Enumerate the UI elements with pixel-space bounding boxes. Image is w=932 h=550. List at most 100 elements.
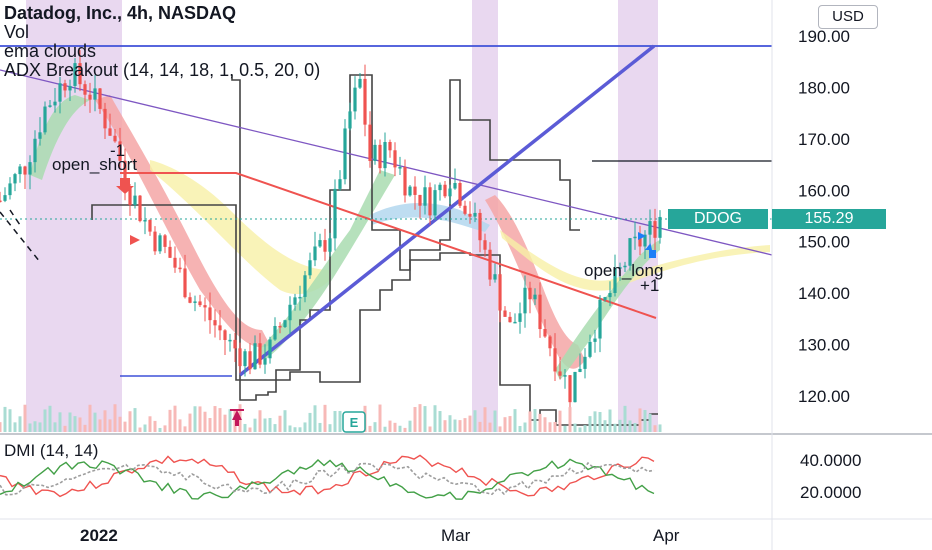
volume-bar	[138, 427, 142, 432]
candle-body	[173, 257, 177, 268]
candle-body	[48, 105, 52, 107]
volume-bar	[183, 426, 187, 432]
volume-bar	[68, 412, 72, 432]
candle-body	[328, 238, 332, 252]
long-signal-label: open_long	[584, 261, 664, 280]
volume-bar	[643, 409, 647, 432]
candle-body	[373, 144, 377, 161]
long-count-label: +1	[640, 276, 660, 295]
volume-bar	[528, 411, 532, 432]
earnings-badge[interactable]	[342, 411, 366, 433]
dmi-line	[0, 454, 655, 498]
indicator-vol[interactable]: Vol	[4, 22, 30, 42]
volume-bar	[218, 408, 222, 432]
candle-body	[113, 135, 117, 142]
adx-upper-band	[231, 74, 580, 401]
candle-body	[278, 325, 282, 328]
candle-body	[448, 188, 452, 197]
candle-body	[143, 219, 147, 222]
candle-body	[528, 287, 532, 300]
candle-body	[28, 162, 32, 175]
long-arrow-icon	[645, 243, 656, 258]
dashed-channel	[9, 209, 23, 229]
short-signal-label: open_short	[52, 155, 138, 174]
currency-button[interactable]: USD	[818, 5, 878, 29]
volume-bar	[213, 406, 217, 432]
volume-bar	[283, 410, 287, 432]
candle-body	[163, 235, 167, 247]
candle-body	[463, 205, 467, 214]
candle-body	[308, 260, 312, 276]
volume-bar	[278, 415, 282, 432]
volume-series	[0, 404, 662, 432]
volume-bar	[198, 406, 202, 432]
volume-bar	[323, 404, 327, 432]
candle-body	[58, 83, 62, 102]
volume-bar	[338, 410, 342, 432]
volume-bar	[58, 412, 62, 432]
dmi-line	[0, 458, 655, 500]
candle-body	[248, 351, 252, 370]
candle-body	[548, 336, 552, 349]
volume-bar	[143, 424, 147, 432]
ema-cloud-neutral	[500, 230, 770, 291]
volume-bar	[333, 411, 337, 432]
volume-bar	[163, 425, 167, 432]
volume-bar	[423, 406, 427, 432]
volume-bar	[383, 426, 387, 432]
dmi-title[interactable]: DMI (14, 14)	[4, 441, 99, 460]
candle-body	[403, 167, 407, 196]
y-tick-label: 120.00	[798, 387, 850, 406]
volume-bar	[28, 423, 32, 432]
volume-bar	[573, 423, 577, 432]
volume-bar	[658, 424, 662, 432]
volume-bar	[498, 426, 502, 432]
candle-body	[533, 294, 537, 300]
candle-body	[13, 174, 17, 184]
volume-bar	[38, 422, 42, 432]
volume-bar	[473, 410, 477, 432]
volume-bar	[168, 409, 172, 432]
candle-body	[318, 240, 322, 247]
volume-bar	[398, 425, 402, 432]
candle-body	[508, 316, 512, 323]
volume-bar	[523, 422, 527, 432]
candle-body	[348, 111, 352, 129]
candle-body	[293, 297, 297, 305]
volume-bar	[248, 427, 252, 432]
entry-marker-icon	[130, 235, 140, 245]
ema-cloud-bear	[95, 95, 270, 348]
candle-body	[653, 221, 657, 238]
volume-bar	[0, 422, 2, 432]
candle-body	[103, 108, 107, 129]
volume-bar	[518, 425, 522, 432]
indicator-adx-breakout[interactable]: ADX Breakout (14, 14, 18, 1, 0.5, 20, 0)	[4, 60, 321, 80]
volume-bar	[203, 411, 207, 432]
candle-body	[188, 297, 192, 303]
volume-bar	[558, 410, 562, 432]
candle-body	[253, 343, 257, 370]
volume-bar	[543, 417, 547, 432]
candle-body	[198, 301, 202, 306]
volume-bar	[583, 425, 587, 432]
volume-bar	[478, 421, 482, 432]
volume-bar	[538, 413, 542, 432]
candle-body	[433, 190, 437, 216]
volume-bar	[603, 420, 607, 432]
candle-body	[418, 194, 422, 206]
candle-body	[158, 235, 162, 252]
candle-body	[193, 301, 197, 303]
volume-bar	[613, 423, 617, 432]
candle-body	[343, 128, 347, 180]
candle-body	[453, 182, 457, 189]
volume-bar	[378, 404, 382, 432]
candle-body	[498, 274, 502, 311]
candle-body	[608, 292, 612, 298]
up-arrow-icon	[232, 410, 242, 426]
indicator-ema-clouds[interactable]: ema clouds	[4, 41, 97, 61]
candle-body	[478, 212, 482, 241]
volume-bar	[483, 407, 487, 432]
volume-bar	[298, 427, 302, 432]
